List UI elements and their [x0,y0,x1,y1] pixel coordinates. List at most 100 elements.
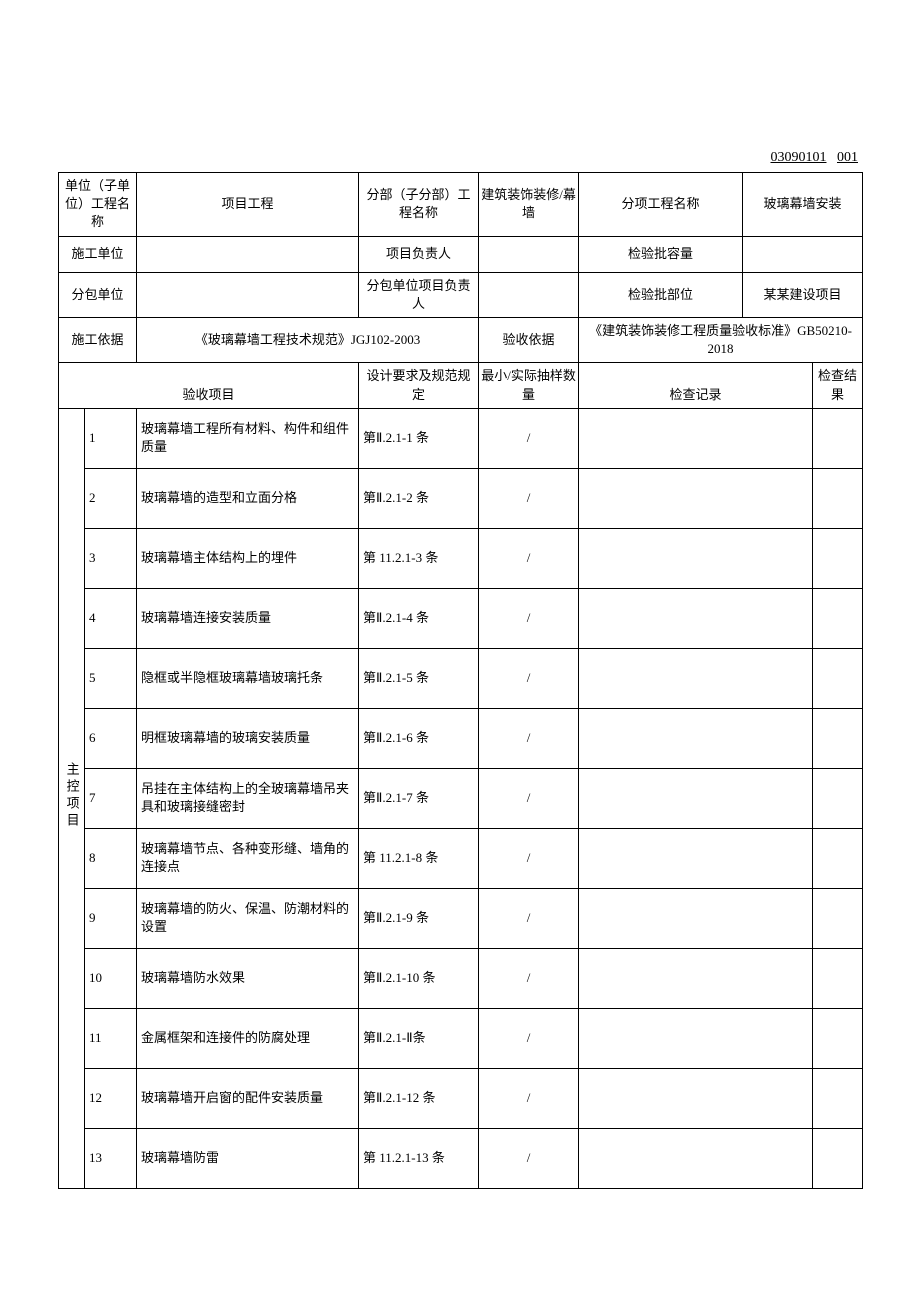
item-record [579,768,813,828]
col-result: 检查结果 [813,363,863,408]
basis-value: 《玻璃幕墙工程技术规范》JGJ102-2003 [137,317,479,362]
item-name: 玻璃幕墙防水效果 [137,948,359,1008]
item-qty: / [479,1008,579,1068]
item-name: 玻璃幕墙连接安装质量 [137,588,359,648]
item-number: 6 [85,708,137,768]
item-qty: / [479,888,579,948]
sub-manager-label: 分包单位项目负责人 [359,272,479,317]
constructor-value [137,236,359,272]
item-result [813,708,863,768]
sub-unit-label: 分部（子分部）工程名称 [359,173,479,237]
table-row: 7吊挂在主体结构上的全玻璃幕墙吊夹具和玻璃接缝密封第Ⅱ.2.1-7 条/ [59,768,863,828]
item-number: 1 [85,408,137,468]
item-qty: / [479,588,579,648]
item-record [579,888,813,948]
item-qty: / [479,708,579,768]
item-result [813,408,863,468]
doc-number: 03090101 001 [58,150,862,166]
item-clause: 第Ⅱ.2.1-12 条 [359,1068,479,1128]
item-number: 11 [85,1008,137,1068]
item-qty: / [479,408,579,468]
capacity-value [743,236,863,272]
item-record [579,828,813,888]
table-row: 10玻璃幕墙防水效果第Ⅱ.2.1-10 条/ [59,948,863,1008]
constructor-label: 施工单位 [59,236,137,272]
item-name: 玻璃幕墙主体结构上的埋件 [137,528,359,588]
item-result [813,468,863,528]
table-row: 12玻璃幕墙开启窗的配件安装质量第Ⅱ.2.1-12 条/ [59,1068,863,1128]
item-result [813,768,863,828]
item-clause: 第Ⅱ.2.1-1 条 [359,408,479,468]
item-number: 2 [85,468,137,528]
item-number: 9 [85,888,137,948]
doc-code: 03090101 [771,150,827,165]
item-qty: / [479,648,579,708]
item-clause: 第Ⅱ.2.1-Ⅱ条 [359,1008,479,1068]
header-row-1: 单位（子单位）工程名称 项目工程 分部（子分部）工程名称 建筑装饰装修/幕墙 分… [59,173,863,237]
table-row: 5隐框或半隐框玻璃幕墙玻璃托条第Ⅱ.2.1-5 条/ [59,648,863,708]
item-number: 3 [85,528,137,588]
item-result [813,888,863,948]
item-name: 玻璃幕墙开启窗的配件安装质量 [137,1068,359,1128]
item-qty: / [479,948,579,1008]
manager-value [479,236,579,272]
item-clause: 第Ⅱ.2.1-9 条 [359,888,479,948]
item-result [813,588,863,648]
item-record [579,1128,813,1188]
table-row: 4玻璃幕墙连接安装质量第Ⅱ.2.1-4 条/ [59,588,863,648]
item-name: 吊挂在主体结构上的全玻璃幕墙吊夹具和玻璃接缝密封 [137,768,359,828]
item-number: 8 [85,828,137,888]
item-clause: 第 11.2.1-13 条 [359,1128,479,1188]
item-clause: 第Ⅱ.2.1-4 条 [359,588,479,648]
item-number: 4 [85,588,137,648]
item-name: 金属框架和连接件的防腐处理 [137,1008,359,1068]
item-clause: 第Ⅱ.2.1-10 条 [359,948,479,1008]
sub-item-value: 玻璃幕墙安装 [743,173,863,237]
item-result [813,648,863,708]
item-name: 玻璃幕墙的防火、保温、防潮材料的设置 [137,888,359,948]
item-number: 5 [85,648,137,708]
item-name: 隐框或半隐框玻璃幕墙玻璃托条 [137,648,359,708]
item-number: 13 [85,1128,137,1188]
batch-location-label: 检验批部位 [579,272,743,317]
item-qty: / [479,1068,579,1128]
item-record [579,588,813,648]
table-row: 8玻璃幕墙节点、各种变形缝、墙角的连接点第 11.2.1-8 条/ [59,828,863,888]
col-design-req: 设计要求及规范规定 [359,363,479,408]
col-sample-qty: 最小/实际抽样数量 [479,363,579,408]
item-number: 7 [85,768,137,828]
item-result [813,1068,863,1128]
table-row: 9玻璃幕墙的防火、保温、防潮材料的设置第Ⅱ.2.1-9 条/ [59,888,863,948]
manager-label: 项目负责人 [359,236,479,272]
subcontractor-label: 分包单位 [59,272,137,317]
item-record [579,648,813,708]
item-qty: / [479,468,579,528]
accept-basis-value: 《建筑装饰装修工程质量验收标准》GB50210-2018 [579,317,863,362]
unit-name-label: 单位（子单位）工程名称 [59,173,137,237]
item-qty: / [479,1128,579,1188]
item-record [579,468,813,528]
sub-unit-value: 建筑装饰装修/幕墙 [479,173,579,237]
item-number: 10 [85,948,137,1008]
sub-item-label: 分项工程名称 [579,173,743,237]
item-clause: 第 11.2.1-3 条 [359,528,479,588]
item-qty: / [479,768,579,828]
item-record [579,1068,813,1128]
table-row: 2玻璃幕墙的造型和立面分格第Ⅱ.2.1-2 条/ [59,468,863,528]
item-name: 明框玻璃幕墙的玻璃安装质量 [137,708,359,768]
item-result [813,1128,863,1188]
item-clause: 第Ⅱ.2.1-7 条 [359,768,479,828]
category-label: 主控项目 [59,408,85,1188]
item-result [813,1008,863,1068]
item-qty: / [479,828,579,888]
item-clause: 第Ⅱ.2.1-2 条 [359,468,479,528]
doc-seq: 001 [837,150,858,165]
batch-location-value: 某某建设项目 [743,272,863,317]
item-record [579,408,813,468]
item-result [813,948,863,1008]
item-result [813,828,863,888]
header-row-4: 施工依据 《玻璃幕墙工程技术规范》JGJ102-2003 验收依据 《建筑装饰装… [59,317,863,362]
item-result [813,528,863,588]
item-qty: / [479,528,579,588]
item-record [579,1008,813,1068]
